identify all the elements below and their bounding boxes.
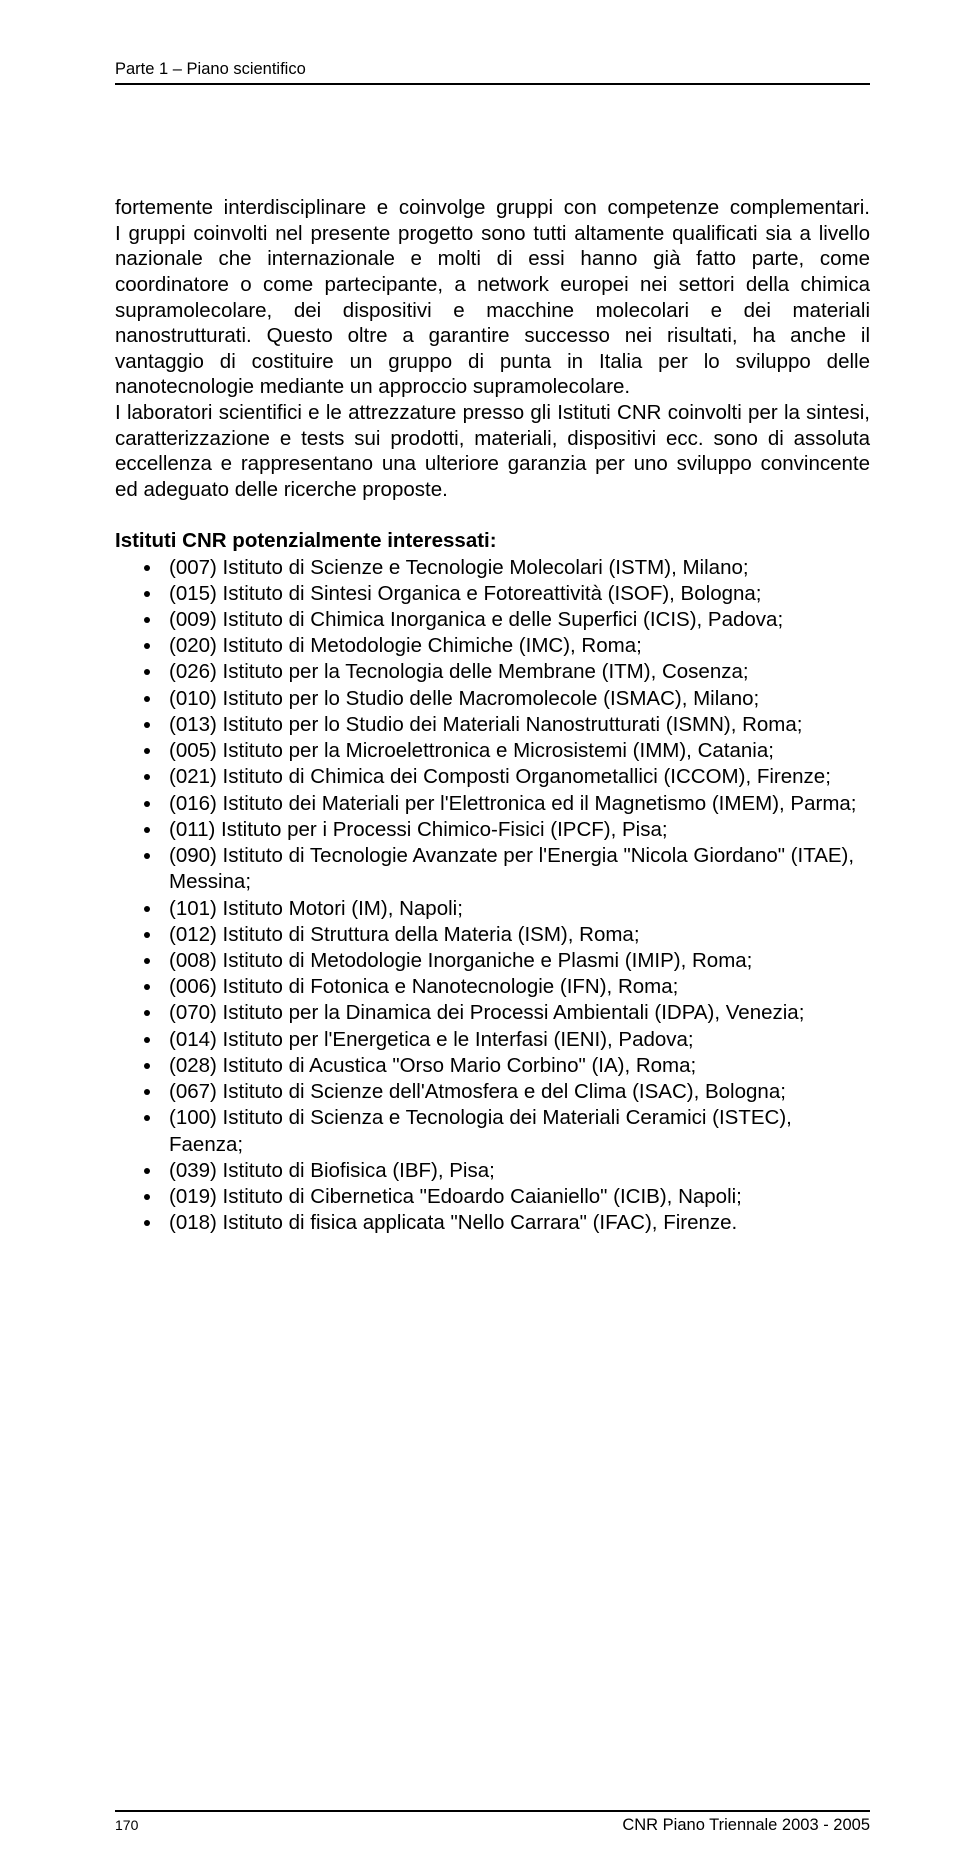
list-item: (016) Istituto dei Materiali per l'Elett… [163, 791, 870, 817]
list-item: (020) Istituto di Metodologie Chimiche (… [163, 633, 870, 659]
list-item: (021) Istituto di Chimica dei Composti O… [163, 764, 870, 790]
page-footer: 170 CNR Piano Triennale 2003 - 2005 [115, 1810, 870, 1835]
list-item: (013) Istituto per lo Studio dei Materia… [163, 712, 870, 738]
list-item: (070) Istituto per la Dinamica dei Proce… [163, 1000, 870, 1026]
list-item: (011) Istituto per i Processi Chimico-Fi… [163, 817, 870, 843]
body-paragraphs: fortemente interdisciplinare e coinvolge… [115, 195, 870, 503]
list-item: (100) Istituto di Scienza e Tecnologia d… [163, 1105, 870, 1157]
page-number: 170 [115, 1817, 138, 1833]
list-item: (009) Istituto di Chimica Inorganica e d… [163, 607, 870, 633]
list-item: (019) Istituto di Cibernetica "Edoardo C… [163, 1184, 870, 1210]
list-item: (012) Istituto di Struttura della Materi… [163, 922, 870, 948]
list-item: (067) Istituto di Scienze dell'Atmosfera… [163, 1079, 870, 1105]
page-header: Parte 1 – Piano scientifico [115, 60, 870, 85]
paragraph-1: fortemente interdisciplinare e coinvolge… [115, 195, 870, 221]
list-item: (007) Istituto di Scienze e Tecnologie M… [163, 555, 870, 581]
header-title: Parte 1 – Piano scientifico [115, 60, 306, 78]
list-item: (006) Istituto di Fotonica e Nanotecnolo… [163, 974, 870, 1000]
list-item: (014) Istituto per l'Energetica e le Int… [163, 1027, 870, 1053]
institutes-list: (007) Istituto di Scienze e Tecnologie M… [163, 555, 870, 1237]
list-item: (005) Istituto per la Microelettronica e… [163, 738, 870, 764]
list-item: (026) Istituto per la Tecnologia delle M… [163, 659, 870, 685]
paragraph-2: I gruppi coinvolti nel presente progetto… [115, 222, 870, 399]
list-item: (039) Istituto di Biofisica (IBF), Pisa; [163, 1158, 870, 1184]
list-item: (010) Istituto per lo Studio delle Macro… [163, 686, 870, 712]
list-item: (015) Istituto di Sintesi Organica e Fot… [163, 581, 870, 607]
institutes-heading: Istituti CNR potenzialmente interessati: [115, 529, 870, 553]
list-item: (008) Istituto di Metodologie Inorganich… [163, 948, 870, 974]
list-item: (028) Istituto di Acustica "Orso Mario C… [163, 1053, 870, 1079]
list-item: (101) Istituto Motori (IM), Napoli; [163, 896, 870, 922]
paragraph-3: I laboratori scientifici e le attrezzatu… [115, 400, 870, 503]
list-item: (090) Istituto di Tecnologie Avanzate pe… [163, 843, 870, 895]
footer-title: CNR Piano Triennale 2003 - 2005 [622, 1816, 870, 1835]
document-page: Parte 1 – Piano scientifico fortemente i… [0, 0, 960, 1875]
list-item: (018) Istituto di fisica applicata "Nell… [163, 1210, 870, 1236]
